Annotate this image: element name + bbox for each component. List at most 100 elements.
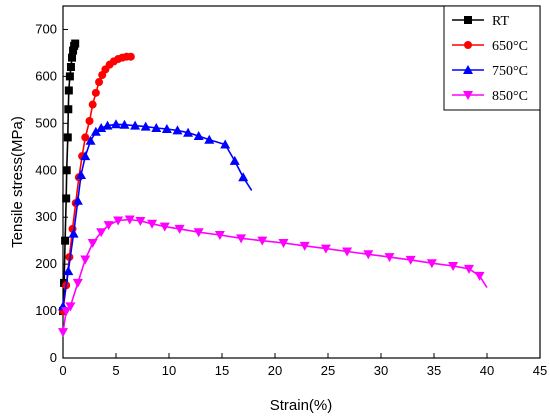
y-tick-label: 400 bbox=[35, 162, 57, 177]
series-3-point bbox=[384, 253, 395, 263]
x-tick-label: 15 bbox=[215, 363, 229, 378]
series-2-point bbox=[193, 131, 204, 141]
series-0-point bbox=[64, 86, 73, 95]
legend-label: 850°C bbox=[492, 89, 528, 104]
y-tick-label: 300 bbox=[35, 209, 57, 224]
legend-label: 750°C bbox=[492, 64, 528, 79]
series-2-point bbox=[63, 266, 74, 276]
series-3-point bbox=[80, 255, 91, 265]
series-3-point bbox=[65, 302, 76, 312]
series-2-point bbox=[72, 195, 83, 205]
series-0-point bbox=[64, 105, 73, 114]
series-2-point bbox=[130, 120, 141, 130]
series-2-point bbox=[111, 119, 121, 129]
x-tick-label: 30 bbox=[374, 363, 388, 378]
series-3-point bbox=[236, 234, 247, 244]
series-0-point bbox=[61, 236, 70, 245]
x-tick-label: 40 bbox=[480, 363, 494, 378]
series-1-point bbox=[91, 88, 100, 97]
series-1-point bbox=[81, 133, 90, 142]
y-tick-label: 200 bbox=[35, 256, 57, 271]
x-tick-label: 25 bbox=[321, 363, 335, 378]
y-tick-label: 700 bbox=[35, 21, 57, 36]
series-3-point bbox=[405, 255, 416, 265]
y-tick-label: 500 bbox=[35, 115, 57, 130]
series-0-point bbox=[63, 133, 72, 142]
series-2-point bbox=[85, 135, 96, 145]
series-3-point bbox=[193, 228, 204, 238]
series-2-point bbox=[102, 120, 113, 130]
series-3-point bbox=[320, 244, 331, 254]
series-0-point bbox=[69, 46, 78, 55]
series-0-point bbox=[71, 39, 80, 48]
series-2-point bbox=[229, 155, 240, 165]
series-2-point bbox=[76, 169, 87, 179]
series-2-point bbox=[96, 123, 107, 133]
series-3-point bbox=[448, 262, 459, 272]
x-tick-label: 10 bbox=[162, 363, 176, 378]
y-axis-title: Tensile stress(MPa) bbox=[9, 116, 26, 248]
series-3-point bbox=[58, 328, 68, 338]
series-3-point bbox=[257, 236, 268, 246]
legend-label: 650°C bbox=[492, 39, 528, 54]
series-1-point bbox=[88, 100, 97, 109]
series-1-point bbox=[95, 78, 104, 87]
series-0-point bbox=[62, 194, 71, 203]
series-0-point bbox=[62, 166, 71, 175]
series-3-point bbox=[426, 259, 437, 269]
x-tick-label: 45 bbox=[533, 363, 547, 378]
series-3-point bbox=[87, 239, 98, 249]
series-2-point bbox=[238, 172, 249, 182]
series-3-point bbox=[147, 219, 158, 229]
x-tick-label: 0 bbox=[59, 363, 66, 378]
series-3-point bbox=[72, 278, 83, 288]
series-3-point bbox=[103, 221, 114, 231]
series-3-point bbox=[342, 247, 353, 257]
series-2-point bbox=[80, 151, 91, 161]
series-2-point bbox=[140, 121, 151, 131]
x-tick-label: 5 bbox=[112, 363, 119, 378]
x-axis-title: Strain(%) bbox=[270, 397, 333, 414]
series-3-point bbox=[463, 264, 474, 274]
series-1-point bbox=[126, 52, 135, 61]
series-layer bbox=[58, 39, 488, 338]
legend-label: RT bbox=[492, 14, 509, 29]
series-1-point bbox=[85, 116, 94, 125]
y-tick-label: 0 bbox=[50, 350, 57, 365]
y-tick-label: 100 bbox=[35, 303, 57, 318]
series-2-point bbox=[161, 123, 172, 133]
series-3-point bbox=[124, 215, 135, 225]
series-3-point bbox=[61, 307, 72, 317]
x-tick-label: 35 bbox=[427, 363, 441, 378]
series-3-point bbox=[278, 239, 289, 249]
legend-box bbox=[443, 5, 541, 111]
series-0-point bbox=[65, 72, 74, 81]
series-2-point bbox=[151, 123, 162, 133]
series-3-point bbox=[96, 228, 107, 238]
series-3-point bbox=[214, 231, 225, 241]
legend-swatch-marker bbox=[463, 91, 473, 100]
series-3-point bbox=[174, 224, 185, 234]
series-0-point bbox=[68, 53, 77, 62]
series-2-point bbox=[204, 134, 215, 144]
series-3-point bbox=[159, 222, 170, 232]
series-2-point bbox=[183, 127, 194, 137]
legend: RT 650°C 750°C 850°C bbox=[443, 5, 541, 111]
series-3-point bbox=[474, 271, 485, 281]
series-2-point bbox=[172, 125, 183, 135]
series-0-point bbox=[66, 63, 75, 72]
legend-swatch-marker bbox=[464, 41, 472, 49]
series-2-point bbox=[68, 228, 79, 238]
series-2-point bbox=[119, 119, 130, 129]
series-2-point bbox=[220, 139, 231, 149]
series-3-point bbox=[299, 241, 310, 251]
series-3-point bbox=[113, 216, 124, 226]
series-3-point bbox=[135, 216, 146, 226]
legend-swatch-marker bbox=[464, 16, 472, 24]
series-2-point bbox=[90, 126, 101, 136]
series-3-point bbox=[363, 250, 374, 260]
x-tick-label: 20 bbox=[268, 363, 282, 378]
axis-ticks: 0 5 10 15 20 25 30 35 40 45 0 100 200 300 400 500 600 700 bbox=[35, 21, 547, 378]
legend-swatch-marker bbox=[463, 65, 473, 74]
